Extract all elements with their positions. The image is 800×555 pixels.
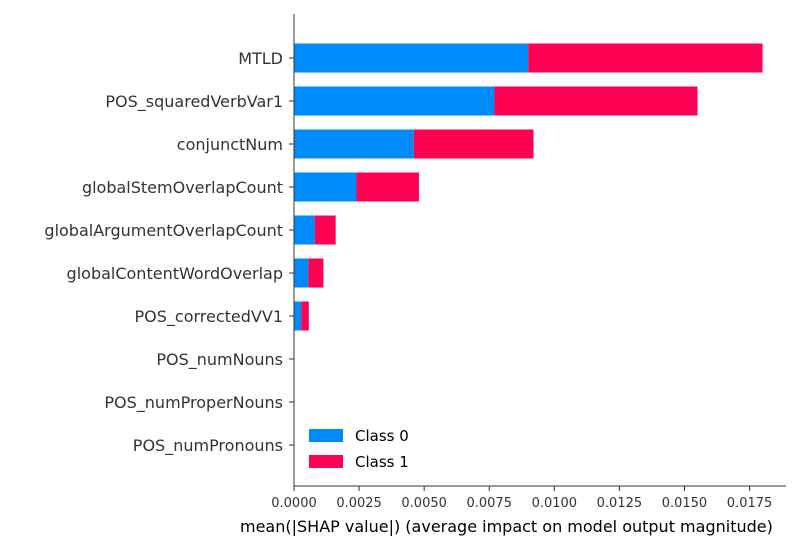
bar-class1-1 [494, 86, 698, 116]
x-tick-label: 0.0100 [532, 496, 578, 511]
bar-class0-5 [294, 258, 309, 288]
bar-class1-3 [356, 172, 419, 202]
bar-class0-4 [294, 215, 315, 245]
legend-label: Class 1 [355, 453, 409, 471]
bar-class0-2 [294, 129, 414, 159]
x-tick-label: 0.0025 [336, 496, 382, 511]
category-label: POS_squaredVerbVar1 [105, 92, 283, 112]
category-label: MTLD [238, 49, 283, 68]
legend-swatch-class0 [309, 429, 343, 442]
legend-swatch-class1 [309, 455, 343, 468]
bar-class0-1 [294, 86, 495, 116]
category-label: POS_numProperNouns [104, 393, 283, 413]
x-tick-label: 0.0075 [466, 496, 512, 511]
category-label: globalContentWordOverlap [67, 264, 283, 283]
bar-class0-3 [294, 172, 357, 202]
bar-class0-6 [294, 301, 302, 331]
bar-class1-4 [314, 215, 336, 245]
x-axis-label: mean(|SHAP value|) (average impact on mo… [240, 517, 773, 536]
category-label: globalArgumentOverlapCount [44, 221, 283, 240]
legend-label: Class 0 [355, 427, 409, 445]
x-tick-label: 0.0050 [401, 496, 447, 511]
category-labels: MTLD POS_squaredVerbVar1 conjunctNum global… [44, 49, 294, 456]
category-label: conjunctNum [177, 135, 283, 154]
bar-class1-5 [308, 258, 324, 288]
category-label: POS_correctedVV1 [135, 307, 284, 327]
legend: Class 0 Class 1 [309, 427, 409, 471]
bar-class0-0 [294, 43, 529, 73]
x-tick-label: 0.0125 [597, 496, 643, 511]
category-label: globalStemOverlapCount [82, 178, 283, 197]
x-ticks: 0.0000 0.0025 0.0050 0.0075 0.0100 0.0125 0.01… [271, 486, 772, 511]
bar-class1-2 [413, 129, 534, 159]
x-tick-label: 0.0175 [727, 496, 773, 511]
x-tick-label: 0.0150 [662, 496, 708, 511]
category-label: POS_numNouns [156, 350, 283, 370]
x-tick-label: 0.0000 [271, 496, 317, 511]
bar-class1-6 [301, 301, 309, 331]
category-label: POS_numPronouns [133, 436, 283, 456]
bar-class1-0 [528, 43, 763, 73]
bars-group [294, 43, 763, 331]
